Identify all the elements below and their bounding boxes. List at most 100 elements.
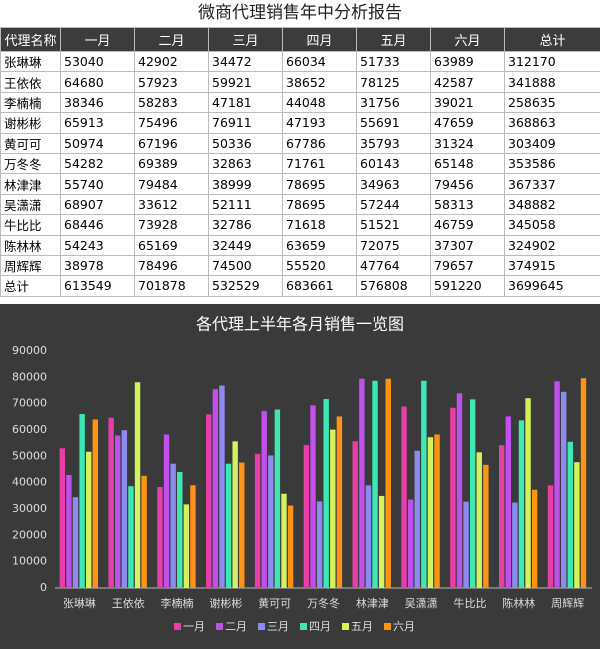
bar [287,505,294,588]
table-cell: 47659 [430,112,505,134]
legend-label: 一月 [183,620,205,633]
bar [359,378,365,588]
table-cell: 55520 [282,254,357,277]
table-cell: 72075 [356,234,431,256]
y-tick-label: 0 [40,581,47,594]
bar [239,462,245,588]
table-row: 张琳琳 53040 42902 34472 66034 51733 63989 312170 [0,50,600,73]
bar [407,499,414,588]
table-cell: 613549 [60,275,135,297]
table-row: 周辉辉 38978 78496 74500 55520 47764 79657 374915 [0,254,600,277]
x-tick-label: 吴潇潇 [405,597,438,610]
bar [268,455,274,588]
table-cell: 57923 [134,71,209,93]
table-cell: 60143 [356,152,431,175]
table-cell: 65148 [430,152,505,175]
table-cell: 258635 [504,91,600,114]
bar [72,497,79,588]
bar [170,463,176,588]
legend-swatch [174,623,181,630]
table-row: 谢彬彬 65913 75496 76911 47193 55691 47659 368863 [0,112,600,134]
table-cell: 65913 [60,112,135,134]
table-cell: 51521 [356,214,431,236]
bar [303,445,310,588]
bar [456,393,463,588]
bar [134,382,141,588]
bar [157,487,163,588]
table-cell: 74500 [208,254,283,277]
bar [177,472,183,588]
x-tick-label: 谢彬彬 [209,596,242,610]
table-cell: 张琳琳 [0,50,61,73]
table-cell: 78695 [282,173,357,195]
y-tick-label: 90000 [12,344,47,357]
bar [274,409,281,588]
legend-swatch [258,623,265,630]
table-cell: 54282 [60,152,135,175]
table-cell: 35793 [356,132,431,154]
bar [531,489,538,588]
legend-swatch [300,623,307,630]
x-tick-label: 林津津 [356,596,389,610]
table-cell: 58283 [134,91,209,114]
table-cell: 57244 [356,193,431,216]
table-cell: 73928 [134,214,209,236]
table-cell: 32786 [208,214,283,236]
table-cell: 67786 [282,132,357,154]
table-cell: 303409 [504,132,600,154]
table-cell: 51733 [356,50,431,73]
table-cell: 63659 [282,234,357,256]
header-cell: 六月 [430,27,505,52]
table-cell: 312170 [504,50,600,73]
bar [310,405,316,588]
bar [66,475,72,588]
header-cell: 三月 [208,27,283,52]
table-cell: 76911 [208,112,283,134]
bar [525,398,531,588]
bar [554,381,560,588]
legend-swatch [216,623,223,630]
bar [79,414,85,588]
bar [128,486,134,588]
x-tick-label: 万冬冬 [307,596,340,610]
bar [547,485,554,588]
table-cell: 吴潇潇 [0,193,61,216]
table-cell: 353586 [504,152,600,175]
table-cell: 68446 [60,214,135,236]
bar [115,435,121,588]
table-cell: 总计 [0,275,61,297]
bar [92,419,99,588]
table-cell: 683661 [282,275,357,297]
bar [225,463,232,588]
bar [86,451,92,588]
table-cell: 54243 [60,234,135,256]
bar [121,430,128,588]
table-cell: 44048 [282,91,357,114]
table-row: 总计 613549 701878 532529 683661 576808 591220 36… [0,275,600,297]
table-cell: 47193 [282,112,357,134]
table-cell: 50974 [60,132,135,154]
bar [427,437,434,588]
legend-swatch [384,623,391,630]
x-tick-label: 黄可可 [258,596,291,610]
table-cell: 55740 [60,173,135,195]
bar [261,411,267,588]
table-cell: 58313 [430,193,505,216]
bar [281,493,287,588]
table-cell: 黄可可 [0,132,61,154]
table-cell: 345058 [504,214,600,236]
table-cell: 万冬冬 [0,152,61,175]
table-cell: 368863 [504,112,600,134]
table-cell: 576808 [356,275,431,297]
table-cell: 37307 [430,234,505,256]
table-cell: 63989 [430,50,505,73]
table-cell: 陈林林 [0,234,61,256]
bar [469,399,476,588]
bar [385,378,391,588]
bar [219,385,225,588]
table-cell: 65169 [134,234,209,256]
report-title: 微商代理销售年中分析报告 [198,3,402,23]
table-cell: 牛比比 [0,214,61,236]
table-cell: 周辉辉 [0,254,61,277]
table-cell: 王依依 [0,71,61,93]
